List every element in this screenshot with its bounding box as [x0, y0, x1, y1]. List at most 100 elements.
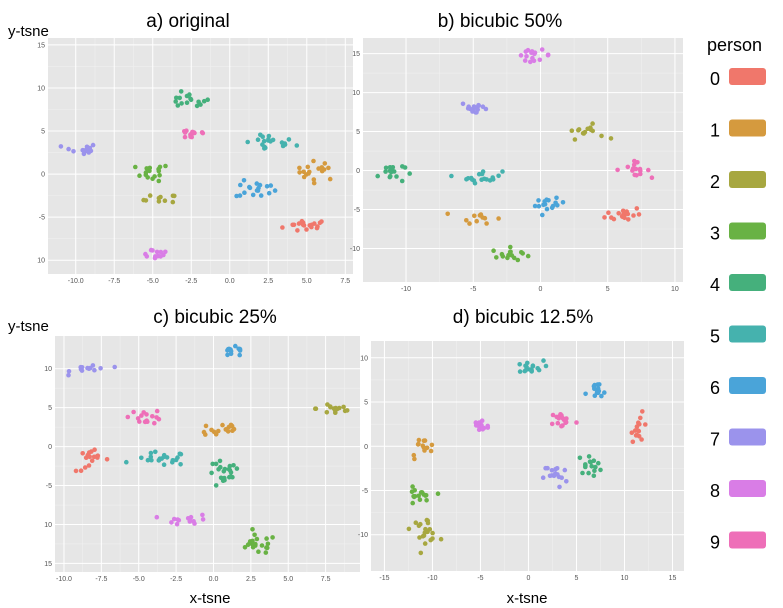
point-person-4: [222, 477, 227, 483]
y-tick-label: 15: [44, 561, 52, 568]
point-person-7: [557, 484, 562, 490]
point-person-9: [549, 421, 555, 427]
point-person-5: [469, 177, 475, 182]
x-tick-label: 0.0: [209, 576, 219, 583]
point-person-3: [494, 255, 499, 260]
point-person-3: [143, 170, 149, 175]
point-person-7: [564, 479, 569, 484]
point-person-9: [154, 415, 159, 420]
point-person-2: [422, 530, 428, 535]
y-tick-label: 5: [364, 400, 368, 407]
point-person-5: [525, 360, 530, 366]
point-person-2: [418, 521, 423, 527]
panel-d: d) bicubic 12.5% -15 -10 -5 0 5 10 15 1050-5-1…: [358, 307, 684, 607]
point-person-0: [635, 428, 640, 433]
point-person-2: [325, 402, 330, 407]
point-person-1: [322, 161, 328, 166]
x-tick-label: -7.5: [95, 576, 107, 583]
point-person-2: [156, 199, 162, 204]
point-person-7: [543, 465, 548, 471]
point-person-3: [245, 542, 251, 547]
point-person-1: [223, 427, 229, 432]
point-person-1: [445, 211, 451, 217]
point-person-9: [563, 419, 569, 425]
point-person-1: [213, 432, 219, 437]
point-person-1: [415, 442, 421, 447]
point-person-1: [464, 218, 469, 223]
point-person-4: [188, 96, 193, 102]
x-tick-label: 5: [575, 575, 579, 582]
point-person-3: [263, 550, 269, 555]
point-person-4: [400, 164, 405, 169]
point-person-7: [549, 468, 555, 473]
point-person-7: [88, 365, 93, 371]
y-tick-label: -5: [362, 488, 368, 495]
point-person-8: [200, 517, 206, 522]
point-person-6: [236, 346, 241, 352]
point-person-0: [80, 451, 85, 456]
panel-a-x-ticks: -10.0 -7.5 -5.0 -2.5 0.0 2.5 5.0 7.5: [68, 278, 351, 285]
point-person-0: [602, 215, 607, 220]
point-person-0: [634, 206, 640, 211]
legend-swatch: [729, 480, 766, 497]
point-person-1: [201, 429, 207, 435]
legend-label: 5: [710, 327, 720, 347]
panel-b-plot-area: [363, 38, 683, 282]
point-person-4: [387, 174, 393, 180]
point-person-9: [139, 413, 144, 418]
point-person-1: [304, 172, 309, 177]
point-person-5: [139, 455, 144, 461]
point-person-4: [173, 99, 178, 104]
point-person-5: [449, 173, 454, 179]
point-person-3: [424, 498, 429, 503]
point-person-4: [234, 466, 240, 471]
point-person-5: [170, 460, 175, 465]
point-person-0: [643, 422, 648, 427]
point-person-5: [258, 132, 263, 138]
point-person-4: [194, 103, 200, 109]
point-person-9: [182, 130, 188, 135]
point-person-4: [179, 101, 184, 106]
point-person-8: [525, 47, 531, 53]
point-person-3: [150, 176, 155, 182]
x-tick-label: -10.0: [56, 576, 72, 583]
point-person-6: [234, 193, 239, 199]
point-person-6: [544, 206, 550, 212]
point-person-3: [145, 175, 150, 180]
point-person-0: [630, 439, 636, 445]
point-person-7: [474, 110, 479, 115]
y-tick-label: 5: [41, 129, 45, 136]
point-person-8: [530, 55, 535, 61]
point-person-4: [387, 165, 393, 170]
point-person-4: [174, 95, 179, 101]
point-person-4: [209, 470, 214, 476]
point-person-5: [522, 368, 528, 374]
panel-a-points: [58, 89, 333, 261]
point-person-5: [286, 137, 292, 142]
point-person-6: [536, 203, 542, 209]
point-person-7: [98, 366, 103, 371]
point-person-8: [479, 418, 485, 424]
point-person-8: [528, 59, 533, 65]
point-person-8: [539, 47, 545, 52]
point-person-3: [491, 248, 496, 253]
point-person-1: [429, 442, 435, 448]
point-person-8: [176, 518, 182, 523]
point-person-0: [73, 468, 79, 474]
point-person-2: [585, 126, 590, 132]
point-person-4: [383, 169, 388, 174]
point-person-6: [272, 188, 278, 193]
point-person-5: [294, 143, 300, 148]
point-person-0: [636, 212, 642, 217]
point-person-5: [270, 137, 276, 143]
point-person-4: [580, 470, 585, 476]
point-person-6: [560, 200, 566, 205]
panel-a-y-ticks: 15 10 5 0 -5 10: [37, 42, 45, 264]
point-person-3: [270, 535, 275, 540]
point-person-0: [622, 210, 627, 215]
panel-b-y-ticks: 15 10 5 0 -5 -10: [350, 51, 360, 253]
x-tick-label: -10: [427, 575, 437, 582]
panel-b-title: b) bicubic 50%: [438, 11, 563, 32]
point-person-1: [474, 218, 480, 224]
point-person-7: [92, 367, 97, 373]
